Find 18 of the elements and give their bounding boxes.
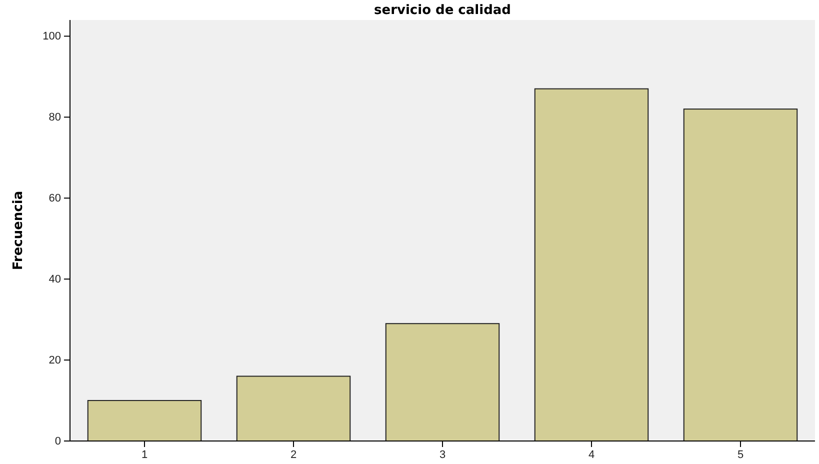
y-tick-label: 20: [48, 354, 61, 367]
y-tick-label: 0: [54, 436, 61, 448]
y-axis-title: Frecuencia: [11, 190, 26, 270]
x-tick-label: 4: [588, 448, 595, 461]
y-tick-label: 60: [48, 192, 61, 205]
y-tick-label: 100: [42, 30, 61, 43]
bar: [534, 88, 649, 442]
x-tick-label: 2: [290, 448, 297, 461]
y-tick-label: 40: [48, 274, 61, 286]
x-tick-label: 5: [737, 448, 744, 461]
chart-title: servicio de calidad: [374, 3, 511, 18]
y-tick-label: 80: [48, 112, 61, 124]
bar: [236, 376, 351, 442]
x-tick-label: 1: [141, 448, 148, 461]
x-tick-label: 3: [439, 448, 446, 461]
bar: [385, 323, 500, 442]
bar: [87, 400, 202, 442]
bar: [683, 108, 798, 442]
